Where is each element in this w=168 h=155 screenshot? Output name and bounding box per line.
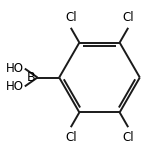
Text: Cl: Cl	[65, 131, 77, 144]
Text: B: B	[27, 71, 36, 84]
Text: Cl: Cl	[122, 11, 134, 24]
Text: HO: HO	[6, 80, 24, 93]
Text: Cl: Cl	[122, 131, 134, 144]
Text: Cl: Cl	[65, 11, 77, 24]
Text: HO: HO	[6, 62, 24, 75]
